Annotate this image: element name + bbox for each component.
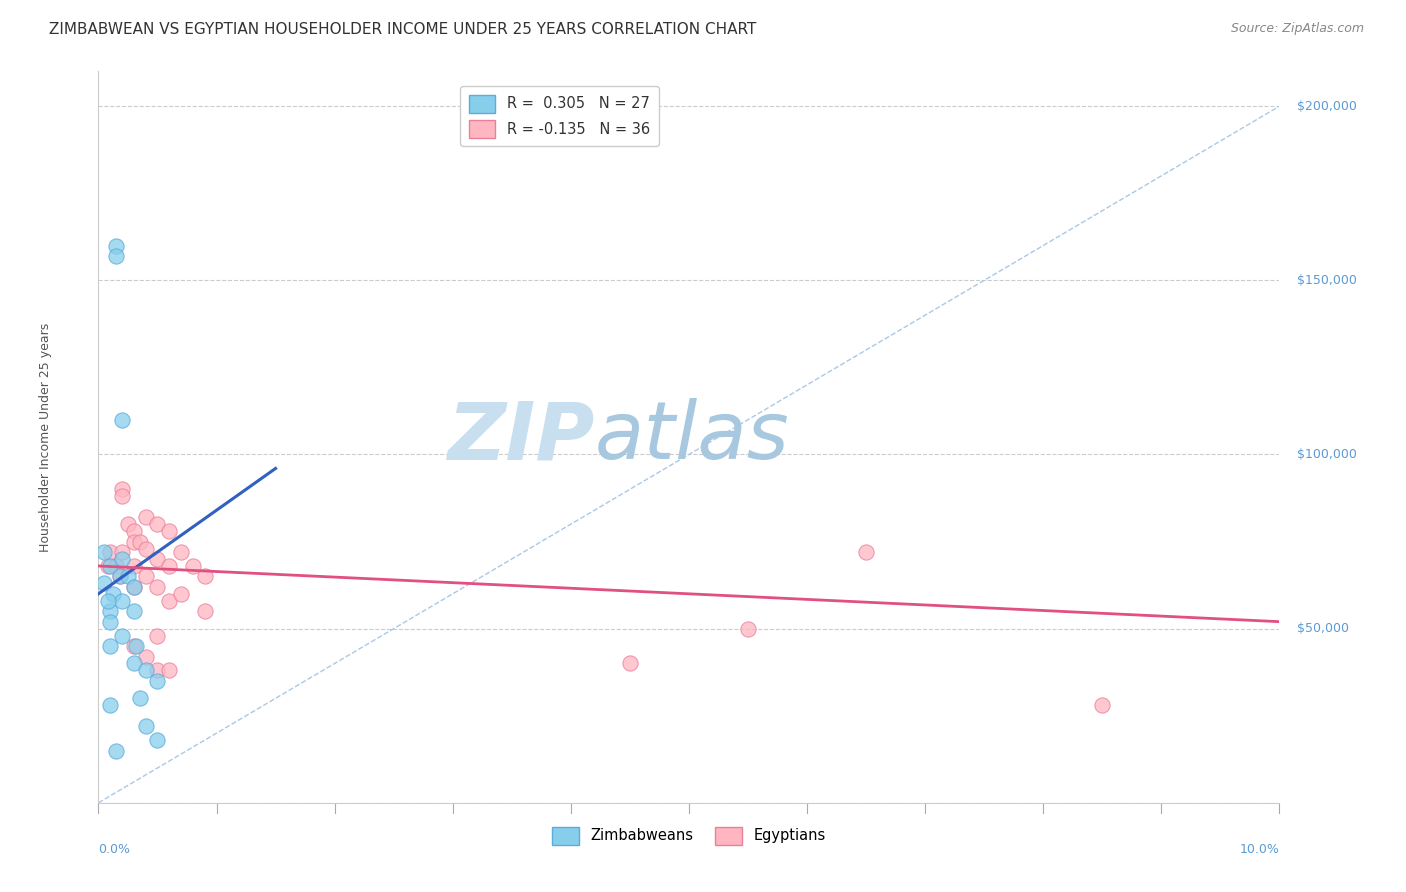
Point: [146, 552, 169, 566]
Point: [122, 657, 145, 671]
Point: [170, 587, 193, 601]
Point: [122, 534, 145, 549]
Point: [157, 594, 180, 608]
Point: [122, 639, 145, 653]
Point: [125, 639, 148, 653]
Point: [105, 743, 128, 757]
Point: [146, 629, 169, 643]
Point: [135, 569, 157, 583]
Text: 0.0%: 0.0%: [98, 843, 131, 856]
Point: [135, 719, 157, 733]
Text: ZIP: ZIP: [447, 398, 595, 476]
Point: [105, 249, 128, 263]
Text: Source: ZipAtlas.com: Source: ZipAtlas.com: [1230, 22, 1364, 36]
Point: [105, 558, 128, 573]
Point: [619, 657, 641, 671]
Point: [97, 558, 120, 573]
Point: [170, 545, 193, 559]
Point: [146, 664, 169, 678]
Point: [111, 489, 134, 503]
Point: [146, 517, 169, 532]
Point: [128, 534, 150, 549]
Point: [122, 580, 145, 594]
Point: [157, 558, 180, 573]
Point: [111, 412, 134, 426]
Point: [194, 569, 217, 583]
Point: [98, 698, 121, 713]
Text: $150,000: $150,000: [1298, 274, 1357, 287]
Point: [194, 604, 217, 618]
Point: [128, 691, 150, 706]
Point: [146, 673, 169, 688]
Point: [108, 569, 131, 583]
Point: [135, 541, 157, 556]
Point: [122, 524, 145, 538]
Point: [98, 639, 121, 653]
Point: [122, 558, 145, 573]
Point: [122, 580, 145, 594]
Point: [105, 238, 128, 252]
Point: [122, 604, 145, 618]
Text: $50,000: $50,000: [1298, 622, 1350, 635]
Point: [108, 569, 131, 583]
Point: [146, 580, 169, 594]
Text: $100,000: $100,000: [1298, 448, 1357, 461]
Point: [98, 558, 121, 573]
Point: [111, 483, 134, 497]
Point: [181, 558, 204, 573]
Point: [855, 545, 877, 559]
Point: [135, 664, 157, 678]
Point: [135, 649, 157, 664]
Point: [111, 594, 134, 608]
Point: [737, 622, 759, 636]
Point: [111, 629, 134, 643]
Point: [98, 615, 121, 629]
Point: [146, 733, 169, 747]
Point: [98, 545, 121, 559]
Text: Householder Income Under 25 years: Householder Income Under 25 years: [39, 322, 52, 552]
Point: [117, 517, 139, 532]
Text: atlas: atlas: [595, 398, 789, 476]
Point: [157, 524, 180, 538]
Point: [101, 587, 124, 601]
Point: [117, 569, 139, 583]
Point: [111, 545, 134, 559]
Text: $200,000: $200,000: [1298, 100, 1357, 112]
Point: [135, 510, 157, 524]
Point: [98, 604, 121, 618]
Point: [157, 664, 180, 678]
Point: [1091, 698, 1114, 713]
Text: ZIMBABWEAN VS EGYPTIAN HOUSEHOLDER INCOME UNDER 25 YEARS CORRELATION CHART: ZIMBABWEAN VS EGYPTIAN HOUSEHOLDER INCOM…: [49, 22, 756, 37]
Point: [97, 594, 120, 608]
Point: [111, 552, 134, 566]
Point: [93, 576, 115, 591]
Legend: Zimbabweans, Egyptians: Zimbabweans, Egyptians: [547, 821, 831, 850]
Point: [93, 545, 115, 559]
Text: 10.0%: 10.0%: [1240, 843, 1279, 856]
